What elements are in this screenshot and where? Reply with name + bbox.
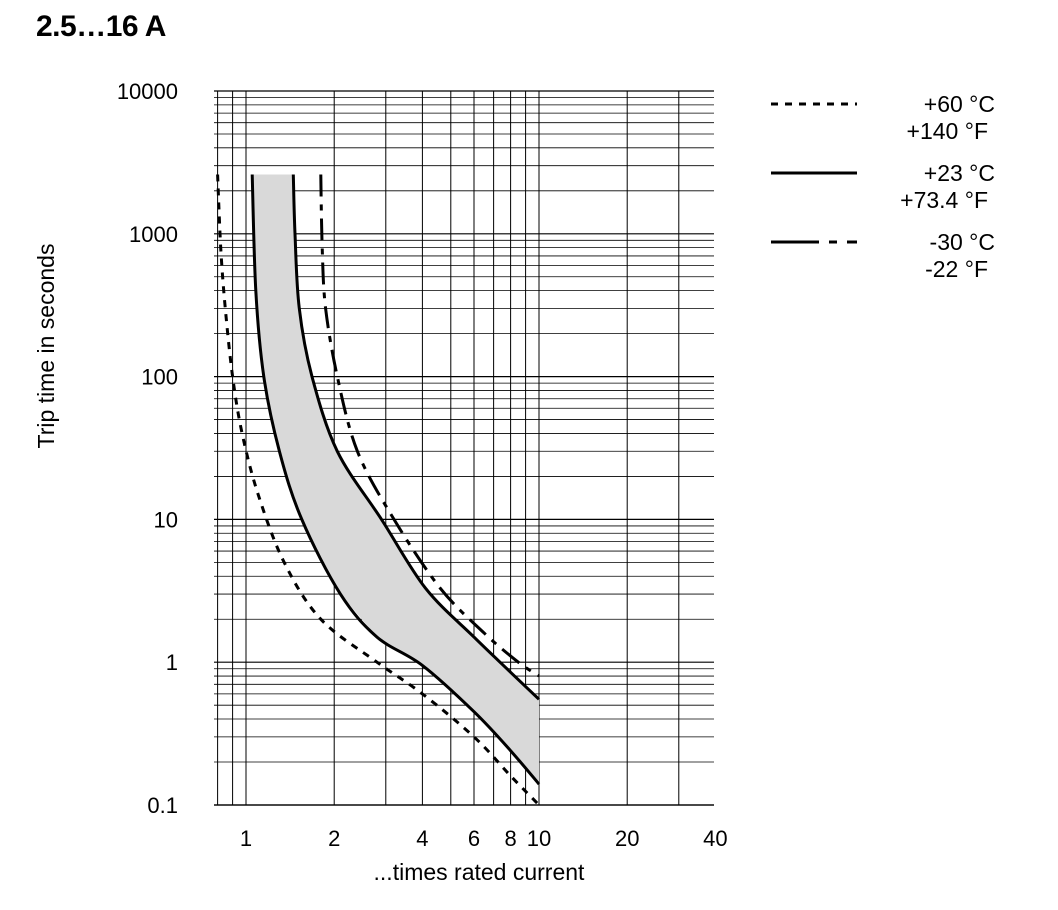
legend: +60 °C+140 °F +23 °C+73.4 °F -30 °C-22 °F xyxy=(771,91,995,282)
legend-item: +23 °C+73.4 °F xyxy=(771,160,995,213)
legend-label: +140 °F xyxy=(907,118,988,144)
series-line-dashdot-3 xyxy=(319,174,540,678)
series-lines xyxy=(216,174,541,807)
series-line-solid-1 xyxy=(250,174,541,786)
y-tick-label: 10000 xyxy=(117,79,178,104)
y-tick-labels: 0.1 1 10 100 1000 10000 xyxy=(117,79,178,818)
series-line-solid-2 xyxy=(291,174,541,701)
x-tick-label: 20 xyxy=(615,826,639,851)
x-tick-label: 4 xyxy=(416,826,428,851)
legend-label: +73.4 °F xyxy=(900,187,988,213)
chart-title: 2.5…16 A xyxy=(36,10,166,43)
x-tick-label: 6 xyxy=(468,826,480,851)
y-tick-label: 100 xyxy=(141,365,178,390)
y-tick-label: 10 xyxy=(154,507,178,532)
x-tick-label: 10 xyxy=(527,826,551,851)
series-line-dashed-0 xyxy=(216,174,541,807)
legend-item: -30 °C-22 °F xyxy=(771,229,995,282)
y-tick-label: 1 xyxy=(166,650,178,675)
legend-item: +60 °C+140 °F xyxy=(771,91,995,144)
y-tick-label: 0.1 xyxy=(147,793,178,818)
x-tick-labels: 1 2 4 6 8 10 20 40 xyxy=(240,826,728,851)
x-tick-label: 8 xyxy=(504,826,516,851)
y-axis-label: Trip time in seconds xyxy=(33,244,59,449)
legend-label: +23 °C xyxy=(924,160,995,186)
x-axis-label: ...times rated current xyxy=(374,859,586,885)
x-tick-label: 40 xyxy=(703,826,727,851)
x-tick-label: 1 xyxy=(240,826,252,851)
x-tick-label: 2 xyxy=(328,826,340,851)
y-tick-label: 1000 xyxy=(129,222,178,247)
legend-label: -30 °C xyxy=(930,229,995,255)
legend-label: -22 °F xyxy=(925,256,988,282)
legend-label: +60 °C xyxy=(924,91,995,117)
